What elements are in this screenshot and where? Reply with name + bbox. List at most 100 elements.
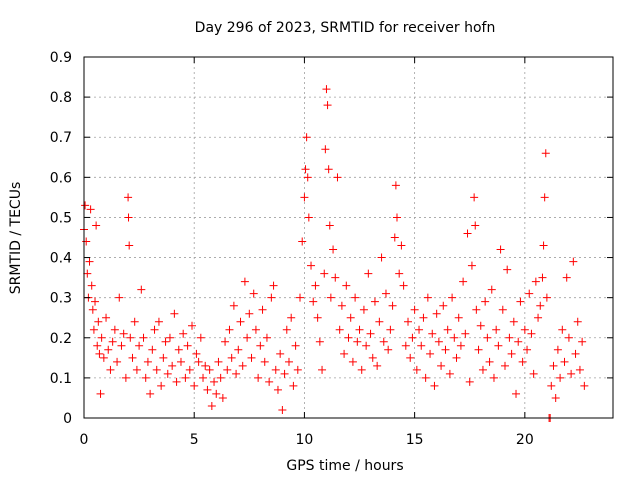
data-point	[117, 341, 126, 350]
data-point	[569, 257, 578, 266]
data-point	[478, 365, 487, 374]
data-point	[448, 293, 457, 302]
data-point	[135, 341, 144, 350]
data-point	[287, 313, 296, 322]
data-point	[128, 353, 137, 362]
data-point	[514, 337, 523, 346]
y-tick-label: 0.9	[50, 50, 72, 66]
data-point	[395, 269, 404, 278]
data-point	[498, 305, 507, 314]
data-point	[388, 301, 397, 310]
data-point	[126, 333, 135, 342]
grid-lines	[84, 57, 613, 418]
data-point	[102, 313, 111, 322]
data-point	[531, 277, 540, 286]
data-point	[132, 365, 141, 374]
data-point	[549, 361, 558, 370]
data-point	[125, 241, 134, 250]
data-point	[113, 357, 122, 366]
data-point	[218, 393, 227, 402]
data-point	[97, 333, 106, 342]
data-point	[329, 245, 338, 254]
x-tick-label: 20	[516, 432, 534, 448]
data-point	[441, 345, 450, 354]
x-tick-label: 5	[190, 432, 199, 448]
data-point	[176, 357, 185, 366]
data-point	[104, 345, 113, 354]
data-point	[245, 309, 254, 318]
data-point	[509, 317, 518, 326]
data-point	[273, 385, 282, 394]
data-point	[325, 221, 334, 230]
data-point	[391, 181, 400, 190]
data-point	[505, 333, 514, 342]
data-point	[439, 301, 448, 310]
data-point	[392, 213, 401, 222]
data-point	[529, 369, 538, 378]
data-point	[302, 133, 311, 142]
data-point	[536, 301, 545, 310]
data-point	[247, 353, 256, 362]
data-point	[322, 85, 331, 94]
data-point	[423, 293, 432, 302]
data-point	[503, 265, 512, 274]
data-point	[240, 277, 249, 286]
data-point	[150, 325, 159, 334]
data-point	[410, 305, 419, 314]
data-point	[353, 337, 362, 346]
data-point	[236, 317, 245, 326]
data-point	[265, 377, 274, 386]
data-point	[487, 285, 496, 294]
data-point	[165, 333, 174, 342]
data-point	[542, 293, 551, 302]
data-point	[130, 317, 139, 326]
data-point	[249, 289, 258, 298]
data-point	[298, 237, 307, 246]
data-point	[205, 365, 214, 374]
data-point	[238, 361, 247, 370]
data-point	[539, 241, 548, 250]
data-point	[124, 213, 133, 222]
data-point	[492, 325, 501, 334]
data-point	[320, 269, 329, 278]
data-point	[163, 369, 172, 378]
data-point	[207, 401, 216, 410]
data-point	[417, 341, 426, 350]
data-point	[172, 377, 181, 386]
data-point	[110, 325, 119, 334]
data-point	[304, 213, 313, 222]
data-point	[337, 301, 346, 310]
data-point	[415, 325, 424, 334]
data-point	[375, 317, 384, 326]
data-point	[541, 149, 550, 158]
data-point	[291, 341, 300, 350]
y-tick-label: 0.5	[50, 210, 72, 226]
data-point	[278, 405, 287, 414]
x-tick-label: 15	[406, 432, 424, 448]
data-point	[318, 365, 327, 374]
data-point	[421, 373, 430, 382]
axis-ticks: 0 0.1 0.2 0.3 0.4 0.5 0.6 0.7 0.8 0.9 0 5 10 15 20	[50, 50, 613, 448]
data-point	[428, 329, 437, 338]
data-point	[359, 305, 368, 314]
data-point	[406, 353, 415, 362]
data-point	[315, 337, 324, 346]
data-point	[445, 369, 454, 378]
data-point	[538, 273, 547, 282]
data-point	[214, 357, 223, 366]
data-point	[540, 193, 549, 202]
data-point	[556, 373, 565, 382]
data-point	[547, 381, 556, 390]
data-point	[188, 321, 197, 330]
data-point	[296, 293, 305, 302]
data-point	[573, 317, 582, 326]
data-point	[459, 277, 468, 286]
data-point	[307, 261, 316, 270]
data-point	[196, 333, 205, 342]
data-point	[234, 345, 243, 354]
data-point	[157, 381, 166, 390]
data-point	[256, 341, 265, 350]
y-tick-label: 0.1	[50, 371, 72, 387]
data-point	[303, 173, 312, 182]
